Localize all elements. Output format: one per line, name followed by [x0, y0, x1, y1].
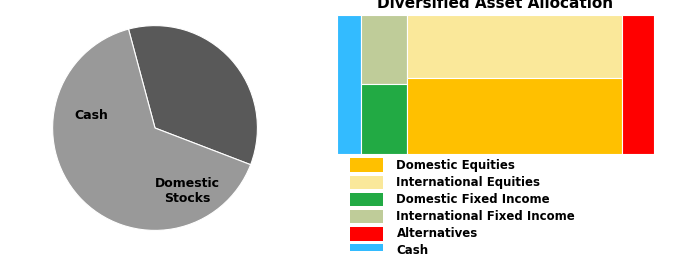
Bar — [350, 176, 384, 189]
Title: Diversified Asset Allocation: Diversified Asset Allocation — [377, 0, 613, 12]
Text: Alternatives: Alternatives — [396, 227, 478, 240]
Text: Domestic Equities: Domestic Equities — [396, 159, 516, 172]
Text: Cash: Cash — [396, 244, 429, 256]
Text: Domestic
Stocks: Domestic Stocks — [155, 177, 220, 206]
Text: Domestic Fixed Income: Domestic Fixed Income — [396, 193, 550, 206]
Bar — [406, 15, 622, 78]
Bar — [361, 15, 406, 84]
Bar — [361, 84, 406, 154]
Bar — [337, 15, 361, 154]
Bar — [622, 15, 654, 154]
Wedge shape — [53, 29, 251, 230]
Bar — [350, 193, 384, 206]
Text: International Fixed Income: International Fixed Income — [396, 210, 575, 223]
Wedge shape — [129, 26, 257, 165]
Bar — [350, 244, 384, 256]
Bar — [406, 78, 622, 154]
Bar — [350, 158, 384, 172]
Text: Cash: Cash — [75, 109, 109, 122]
Bar — [350, 227, 384, 241]
Text: International Equities: International Equities — [396, 176, 541, 189]
Bar — [350, 210, 384, 223]
